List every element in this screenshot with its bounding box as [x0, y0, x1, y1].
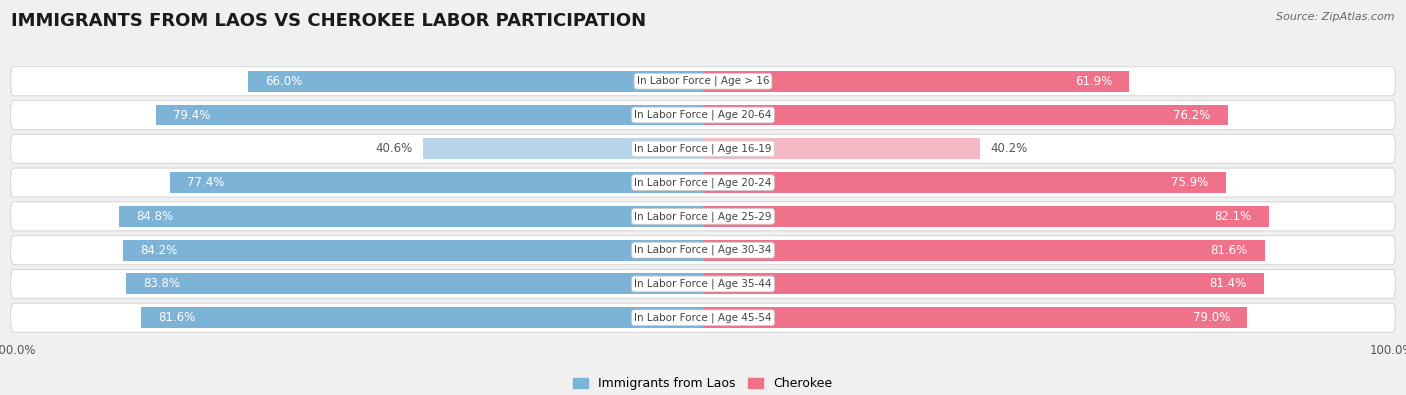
Bar: [703, 172, 1226, 193]
Bar: [156, 105, 703, 126]
FancyBboxPatch shape: [11, 202, 1395, 231]
Text: 83.8%: 83.8%: [143, 277, 180, 290]
Text: In Labor Force | Age 20-24: In Labor Force | Age 20-24: [634, 177, 772, 188]
FancyBboxPatch shape: [11, 100, 1395, 130]
Text: 82.1%: 82.1%: [1215, 210, 1251, 223]
Text: 77.4%: 77.4%: [187, 176, 225, 189]
Text: 75.9%: 75.9%: [1171, 176, 1209, 189]
Bar: [118, 206, 703, 227]
Text: In Labor Force | Age > 16: In Labor Force | Age > 16: [637, 76, 769, 87]
Text: 84.8%: 84.8%: [136, 210, 173, 223]
Text: In Labor Force | Age 30-34: In Labor Force | Age 30-34: [634, 245, 772, 256]
Bar: [703, 138, 980, 159]
Text: IMMIGRANTS FROM LAOS VS CHEROKEE LABOR PARTICIPATION: IMMIGRANTS FROM LAOS VS CHEROKEE LABOR P…: [11, 12, 647, 30]
Text: 81.4%: 81.4%: [1209, 277, 1247, 290]
FancyBboxPatch shape: [11, 168, 1395, 197]
Bar: [423, 138, 703, 159]
Bar: [703, 71, 1129, 92]
Bar: [125, 273, 703, 294]
FancyBboxPatch shape: [11, 236, 1395, 265]
Text: 79.4%: 79.4%: [173, 109, 211, 122]
FancyBboxPatch shape: [11, 303, 1395, 332]
FancyBboxPatch shape: [11, 134, 1395, 163]
Text: 61.9%: 61.9%: [1074, 75, 1112, 88]
Text: 81.6%: 81.6%: [157, 311, 195, 324]
Text: 40.2%: 40.2%: [990, 142, 1028, 155]
Bar: [703, 307, 1247, 328]
Text: In Labor Force | Age 16-19: In Labor Force | Age 16-19: [634, 143, 772, 154]
Text: Source: ZipAtlas.com: Source: ZipAtlas.com: [1277, 12, 1395, 22]
Bar: [703, 273, 1264, 294]
Bar: [703, 240, 1265, 261]
FancyBboxPatch shape: [11, 269, 1395, 299]
Text: In Labor Force | Age 25-29: In Labor Force | Age 25-29: [634, 211, 772, 222]
Text: 79.0%: 79.0%: [1192, 311, 1230, 324]
Text: In Labor Force | Age 20-64: In Labor Force | Age 20-64: [634, 110, 772, 120]
Text: 84.2%: 84.2%: [141, 244, 177, 257]
Text: 40.6%: 40.6%: [375, 142, 413, 155]
Bar: [249, 71, 703, 92]
FancyBboxPatch shape: [11, 67, 1395, 96]
Text: In Labor Force | Age 35-44: In Labor Force | Age 35-44: [634, 279, 772, 289]
Bar: [141, 307, 703, 328]
Bar: [703, 105, 1227, 126]
Bar: [703, 206, 1268, 227]
Bar: [122, 240, 703, 261]
Legend: Immigrants from Laos, Cherokee: Immigrants from Laos, Cherokee: [568, 372, 838, 395]
Text: 81.6%: 81.6%: [1211, 244, 1249, 257]
Text: In Labor Force | Age 45-54: In Labor Force | Age 45-54: [634, 312, 772, 323]
Bar: [170, 172, 703, 193]
Text: 76.2%: 76.2%: [1174, 109, 1211, 122]
Text: 66.0%: 66.0%: [266, 75, 302, 88]
